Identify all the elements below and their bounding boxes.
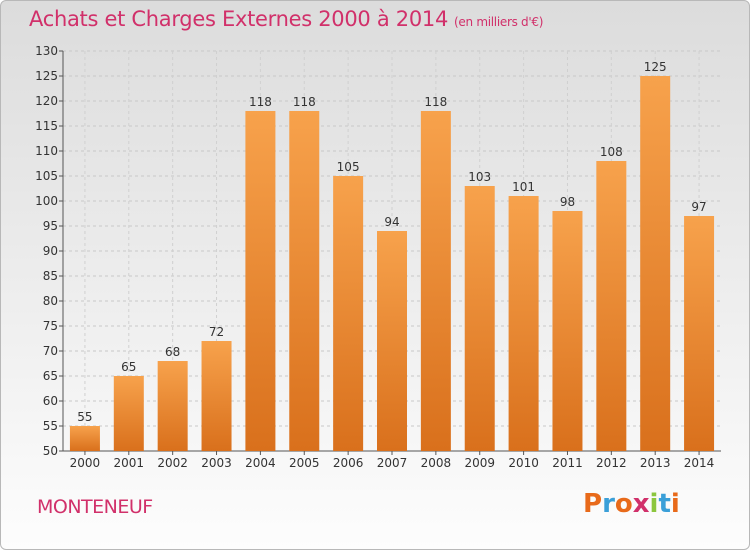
bars	[69, 76, 715, 451]
value-label-2011: 98	[560, 195, 575, 209]
logo-letter: x	[632, 489, 650, 519]
value-label-2001: 65	[121, 360, 136, 374]
y-tick-label: 115	[35, 119, 58, 133]
value-label-2007: 94	[384, 215, 399, 229]
value-label-2002: 68	[165, 345, 180, 359]
x-tick-label-2001: 2001	[114, 456, 145, 470]
x-tick-label-2008: 2008	[421, 456, 452, 470]
x-tick-label-2006: 2006	[333, 456, 364, 470]
value-label-2004: 118	[249, 95, 272, 109]
y-tick-label: 60	[43, 394, 58, 408]
y-tick-label: 80	[43, 294, 58, 308]
value-label-2009: 103	[468, 170, 491, 184]
bar-2012	[596, 161, 627, 451]
chart-title-text: Achats et Charges Externes 2000 à 2014	[29, 7, 449, 31]
y-tick-label: 120	[35, 94, 58, 108]
y-tick-label: 50	[43, 444, 58, 458]
value-label-2014: 97	[691, 200, 706, 214]
x-tick-label-2003: 2003	[201, 456, 232, 470]
labels: 50 55 60 65 70 75 80 85 90 95 100 105 110 115 120 125 13…	[35, 44, 714, 470]
bar-2003	[201, 341, 232, 451]
x-tick-label-2002: 2002	[157, 456, 188, 470]
x-tick-label-2013: 2013	[640, 456, 671, 470]
proxiti-logo: Proxiti	[583, 489, 680, 519]
value-label-2013: 125	[644, 60, 667, 74]
logo-letter: r	[602, 489, 615, 519]
value-label-2008: 118	[424, 95, 447, 109]
value-label-2006: 105	[337, 160, 360, 174]
x-tick-label-2000: 2000	[70, 456, 101, 470]
y-tick-label: 105	[35, 169, 58, 183]
x-tick-label-2005: 2005	[289, 456, 320, 470]
y-tick-label: 75	[43, 319, 58, 333]
x-tick-label-2009: 2009	[464, 456, 495, 470]
logo-letter: i	[670, 489, 680, 519]
x-tick-label-2014: 2014	[684, 456, 715, 470]
bar-2011	[552, 211, 583, 451]
value-label-2012: 108	[600, 145, 623, 159]
logo-letter: t	[658, 489, 671, 519]
x-tick-label-2011: 2011	[552, 456, 583, 470]
logo-letter: o	[614, 489, 633, 519]
chart-title: Achats et Charges Externes 2000 à 2014 (e…	[29, 7, 543, 31]
bar-2004	[245, 111, 276, 451]
y-tick-label: 65	[43, 369, 58, 383]
x-tick-label-2010: 2010	[508, 456, 539, 470]
y-tick-label: 110	[35, 144, 58, 158]
bar-2013	[640, 76, 671, 451]
x-tick-label-2007: 2007	[377, 456, 408, 470]
y-tick-label: 85	[43, 269, 58, 283]
y-tick-label: 95	[43, 219, 58, 233]
bar-2008	[420, 111, 451, 451]
value-label-2010: 101	[512, 180, 535, 194]
y-tick-label: 55	[43, 419, 58, 433]
bar-2006	[333, 176, 364, 451]
y-tick-label: 100	[35, 194, 58, 208]
x-tick-label-2004: 2004	[245, 456, 276, 470]
bar-2009	[464, 186, 495, 451]
bar-2001	[113, 376, 144, 451]
bar-2005	[289, 111, 320, 451]
value-label-2003: 72	[209, 325, 224, 339]
bar-2000	[69, 426, 100, 451]
town-name: MONTENEUF	[37, 496, 153, 518]
bar-2007	[377, 231, 407, 451]
bar-2014	[684, 216, 715, 451]
logo-letter: i	[649, 489, 659, 519]
y-tick-label: 90	[43, 244, 58, 258]
bar-2010	[508, 196, 539, 451]
chart-subtitle: (en milliers d'€)	[454, 15, 544, 29]
y-tick-label: 70	[43, 344, 58, 358]
x-tick-label-2012: 2012	[596, 456, 627, 470]
value-label-2000: 55	[77, 410, 92, 424]
y-tick-label: 125	[35, 69, 58, 83]
y-tick-label: 130	[35, 44, 58, 58]
logo-letter: P	[583, 489, 603, 519]
value-label-2005: 118	[293, 95, 316, 109]
bar-2002	[157, 361, 188, 451]
